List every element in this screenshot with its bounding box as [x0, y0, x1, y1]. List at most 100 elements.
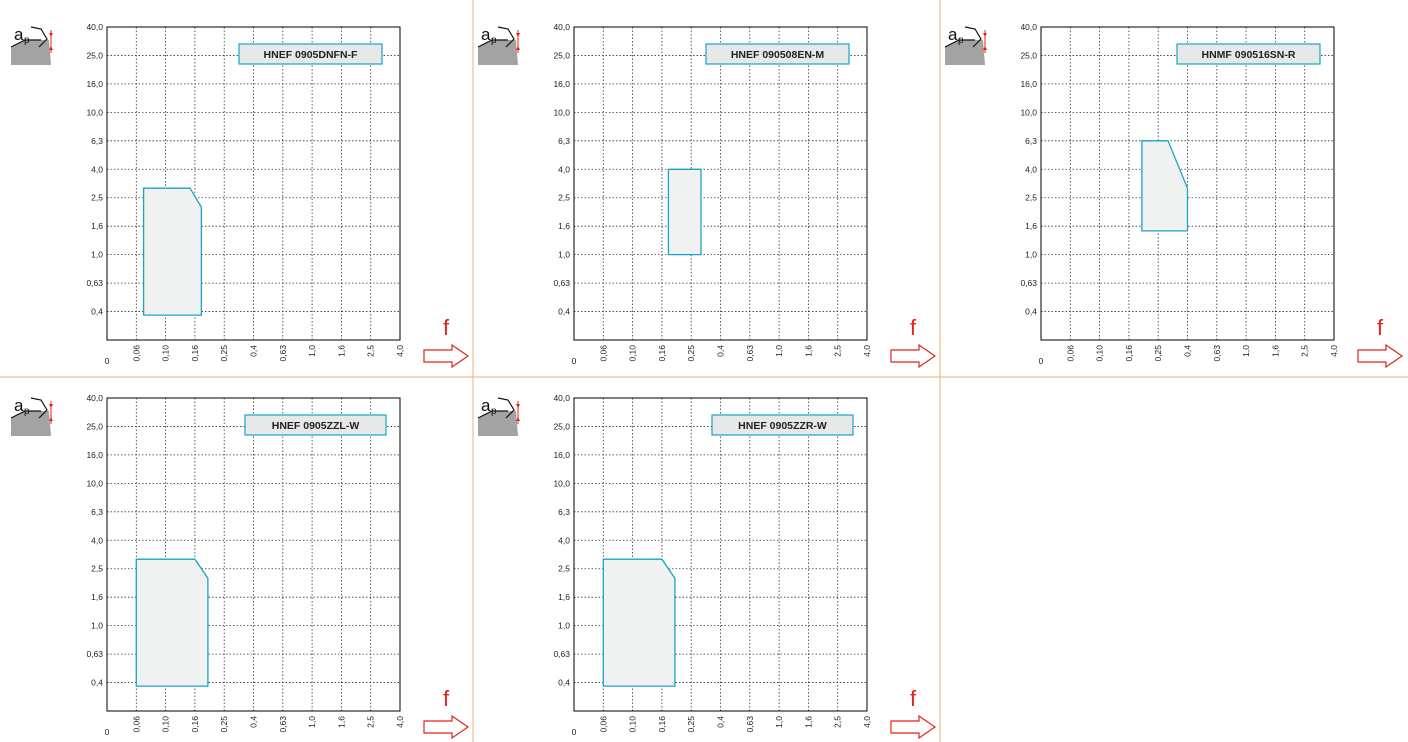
x-tick-label: 1,0: [307, 345, 317, 357]
x-tick-label: 1,0: [1241, 345, 1251, 357]
y-tick-label: 16,0: [86, 79, 103, 89]
chart-panel-4: 0,4 0,63 1,0 1,6 2,5 4,0 6,3 10,0 16,0 25,0 40,0 0 0…: [10, 393, 470, 740]
x-tick-label: 1,6: [336, 345, 346, 357]
x-tick-label: 1,6: [803, 345, 813, 357]
icon-arrow-head: [516, 404, 520, 408]
chart-title-box: [711, 414, 854, 436]
plot-frame: [573, 26, 868, 341]
chart-title: HNEF 0905DNFN-F: [264, 49, 359, 61]
icon-edge: [477, 410, 508, 419]
x-tick-label: 0,25: [219, 345, 229, 362]
y-tick-label: 0,4: [558, 307, 570, 317]
y-tick-label: 2,5: [1025, 193, 1037, 203]
x-tick-label: 0,4: [1183, 345, 1193, 357]
icon-arrow-head: [983, 33, 987, 37]
x-tick-label: 0,10: [1095, 345, 1105, 362]
x-tick-label: 1,0: [307, 716, 317, 728]
y-tick-label: 40,0: [86, 22, 103, 32]
x-tick-label: 0,16: [190, 345, 200, 362]
x-tick-label: 0,16: [657, 345, 667, 362]
x-tick-label: 0,06: [131, 716, 141, 733]
x-tick-label: 0: [572, 727, 577, 737]
x-tick-label: 0,25: [686, 345, 696, 362]
y-tick-label: 2,5: [558, 193, 570, 203]
y-tick-label: 6,3: [91, 136, 103, 146]
x-tick-label: 0,25: [1153, 345, 1163, 362]
y-tick-label: 10,0: [86, 107, 103, 117]
y-axis-symbol-sub: p: [491, 35, 497, 46]
x-tick-label: 2,5: [1300, 345, 1310, 357]
y-axis-symbol: a: [14, 396, 24, 415]
x-tick-label: 0,63: [278, 716, 288, 733]
y-tick-label: 0,63: [553, 649, 570, 659]
y-tick-label: 0,63: [553, 278, 570, 288]
y-tick-label: 1,0: [558, 621, 570, 631]
application-region: [667, 168, 702, 256]
y-tick-label: 4,0: [558, 164, 570, 174]
y-tick-label: 4,0: [91, 535, 103, 545]
y-tick-label: 40,0: [86, 393, 103, 403]
y-tick-label: 1,6: [91, 592, 103, 602]
chart-panel-1: 0,4 0,63 1,0 1,6 2,5 4,0 6,3 10,0 16,0 25,0 40,0 0 0…: [10, 22, 470, 369]
x-axis-symbol: f: [910, 686, 917, 711]
y-tick-label: 40,0: [553, 393, 570, 403]
y-axis-symbol: a: [481, 25, 491, 44]
y-tick-label: 1,0: [91, 250, 103, 260]
icon-tool-outline: [964, 26, 982, 48]
x-tick-label: 0: [1039, 356, 1044, 366]
application-region: [1141, 140, 1189, 232]
chart-title-box: [705, 43, 850, 65]
y-axis-symbol-sub: p: [24, 35, 30, 46]
x-tick-label: 0,06: [131, 345, 141, 362]
y-tick-label: 1,6: [558, 221, 570, 231]
x-tick-label: 1,0: [774, 345, 784, 357]
y-tick-label: 40,0: [1020, 22, 1037, 32]
x-axis-symbol: f: [443, 686, 450, 711]
chart-title: HNEF 090508EN-M: [731, 49, 825, 61]
y-tick-label: 0,4: [558, 678, 570, 688]
y-tick-label: 6,3: [558, 507, 570, 517]
x-tick-label: 0,63: [278, 345, 288, 362]
y-tick-label: 0,63: [86, 278, 103, 288]
x-tick-label: 0,63: [1212, 345, 1222, 362]
y-tick-label: 1,0: [558, 250, 570, 260]
x-axis-symbol: f: [910, 315, 917, 340]
x-tick-label: 0,4: [249, 345, 259, 357]
icon-tool-outline: [497, 26, 515, 48]
icon-body: [478, 40, 518, 65]
y-axis-symbol-sub: p: [24, 406, 30, 417]
x-tick-label: 4,0: [1329, 345, 1339, 357]
y-tick-label: 1,6: [558, 592, 570, 602]
chart-title: HNEF 0905ZZR-W: [738, 420, 827, 432]
x-tick-label: 0,63: [745, 345, 755, 362]
y-tick-label: 2,5: [91, 193, 103, 203]
x-tick-label: 0,16: [190, 716, 200, 733]
y-tick-label: 0,4: [91, 307, 103, 317]
x-tick-label: 1,6: [336, 716, 346, 728]
x-tick-label: 0,06: [1065, 345, 1075, 362]
x-tick-label: 0,10: [161, 345, 171, 362]
y-tick-label: 0,4: [1025, 307, 1037, 317]
x-tick-label: 0,10: [161, 716, 171, 733]
y-tick-label: 6,3: [91, 507, 103, 517]
y-tick-label: 2,5: [558, 564, 570, 574]
icon-arrow-head: [516, 46, 520, 50]
y-tick-label: 4,0: [91, 164, 103, 174]
chart-panel-3: 0,4 0,63 1,0 1,6 2,5 4,0 6,3 10,0 16,0 25,0 40,0 0 0…: [944, 22, 1404, 369]
chart-title-box: [1176, 43, 1321, 65]
x-tick-label: 4,0: [395, 716, 405, 728]
y-tick-label: 40,0: [553, 22, 570, 32]
y-tick-label: 0,4: [91, 678, 103, 688]
x-tick-label: 2,5: [366, 716, 376, 728]
y-tick-label: 10,0: [553, 107, 570, 117]
y-axis-symbol: a: [948, 25, 958, 44]
y-tick-label: 16,0: [86, 450, 103, 460]
chart-title: HNMF 090516SN-R: [1202, 49, 1296, 61]
y-tick-label: 16,0: [553, 79, 570, 89]
x-tick-label: 0,10: [628, 345, 638, 362]
feed-arrow-icon: [890, 343, 937, 369]
y-axis-symbol: a: [481, 396, 491, 415]
y-tick-label: 6,3: [558, 136, 570, 146]
icon-arrow-head: [516, 417, 520, 421]
